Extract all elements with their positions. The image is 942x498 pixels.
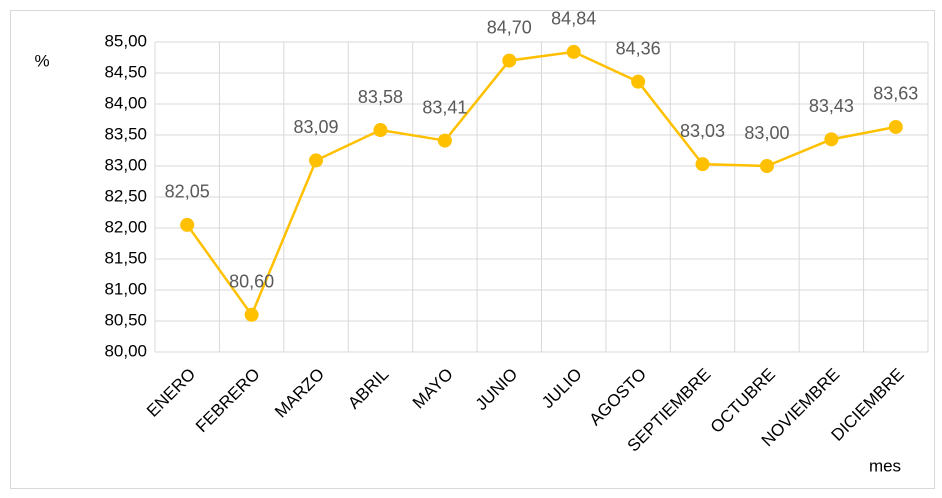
marker	[888, 119, 903, 134]
x-axis-label: mes	[869, 456, 901, 475]
marker	[502, 53, 517, 68]
data-label: 82,05	[165, 182, 210, 202]
marker	[631, 74, 646, 89]
marker	[437, 133, 452, 148]
data-label: 83,09	[294, 117, 339, 137]
y-tick-label: 80,50	[104, 310, 147, 329]
y-tick-label: 82,50	[104, 186, 147, 205]
y-tick-label: 85,00	[104, 31, 147, 50]
y-tick-label: 82,00	[104, 217, 147, 236]
data-label: 84,84	[551, 9, 596, 29]
chart-border	[10, 10, 935, 489]
data-label: 84,36	[616, 38, 661, 58]
data-label: 83,63	[873, 84, 918, 104]
data-label: 80,60	[229, 272, 274, 292]
marker	[824, 132, 839, 147]
data-label: 83,00	[744, 123, 789, 143]
marker	[180, 217, 195, 232]
marker	[309, 153, 324, 168]
marker	[244, 307, 259, 322]
data-label: 83,58	[358, 87, 403, 107]
y-axis-label: %	[34, 51, 49, 70]
y-tick-label: 81,50	[104, 248, 147, 267]
line	[186, 50, 897, 318]
marker	[759, 159, 774, 173]
y-tick-label: 83,50	[104, 124, 147, 143]
y-tick-label: 80,00	[104, 341, 147, 360]
y-tick-label: 84,50	[104, 62, 147, 81]
data-label: 83,03	[680, 121, 725, 141]
y-tick-label: 84,00	[104, 93, 147, 112]
data-label: 83,41	[422, 97, 467, 117]
y-tick-label: 81,00	[104, 279, 147, 298]
y-tick-label: 83,00	[104, 155, 147, 174]
data-label: 84,70	[487, 17, 532, 37]
marker	[566, 44, 581, 59]
marker	[695, 157, 710, 172]
data-label: 83,43	[809, 96, 854, 116]
marker	[373, 123, 388, 138]
